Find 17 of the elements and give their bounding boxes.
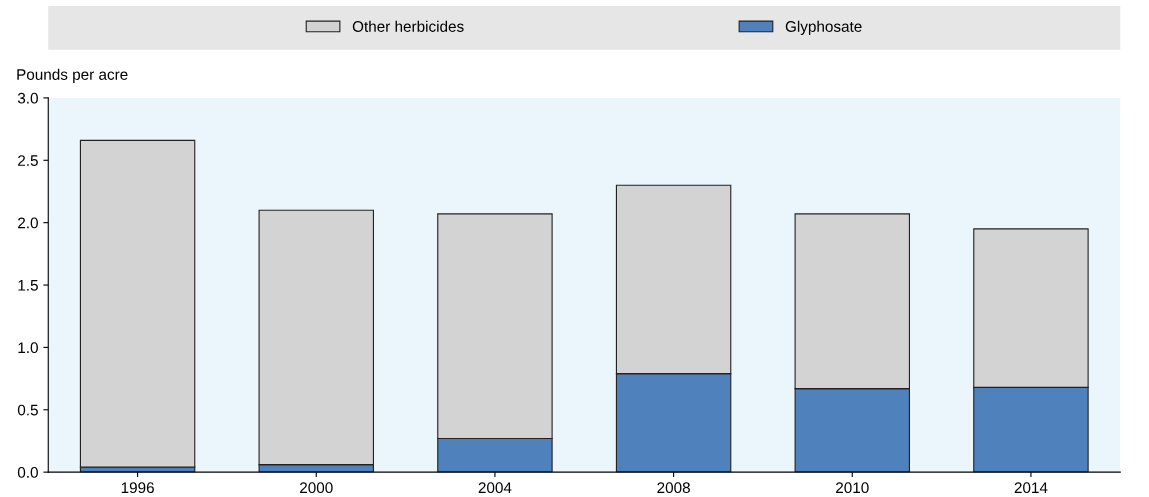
x-tick-label: 2000 — [300, 482, 333, 494]
y-tick-label: 1.5 — [18, 280, 38, 291]
y-tick-label: 1.0 — [18, 342, 38, 354]
y-tick-label: 3.0 — [17, 92, 38, 104]
y-tick-label: 0.0 — [17, 467, 38, 478]
legend-label: Other herbicides — [352, 20, 464, 32]
y-axis-title: Pounds per acre — [17, 68, 128, 83]
x-tick-label: 2008 — [657, 482, 690, 494]
y-tick-label: 2.0 — [18, 217, 38, 229]
y-tick-label: 0.5 — [17, 404, 38, 416]
x-tick-label: 1996 — [121, 482, 154, 494]
x-tick-label: 2014 — [1014, 482, 1048, 494]
legend-label: Glyphosate — [785, 20, 862, 35]
x-tick-label: 2010 — [836, 482, 869, 494]
bar — [79, 139, 196, 468]
x-tick-label: 2004 — [478, 482, 512, 494]
y-tick-label: 2.5 — [18, 155, 38, 166]
